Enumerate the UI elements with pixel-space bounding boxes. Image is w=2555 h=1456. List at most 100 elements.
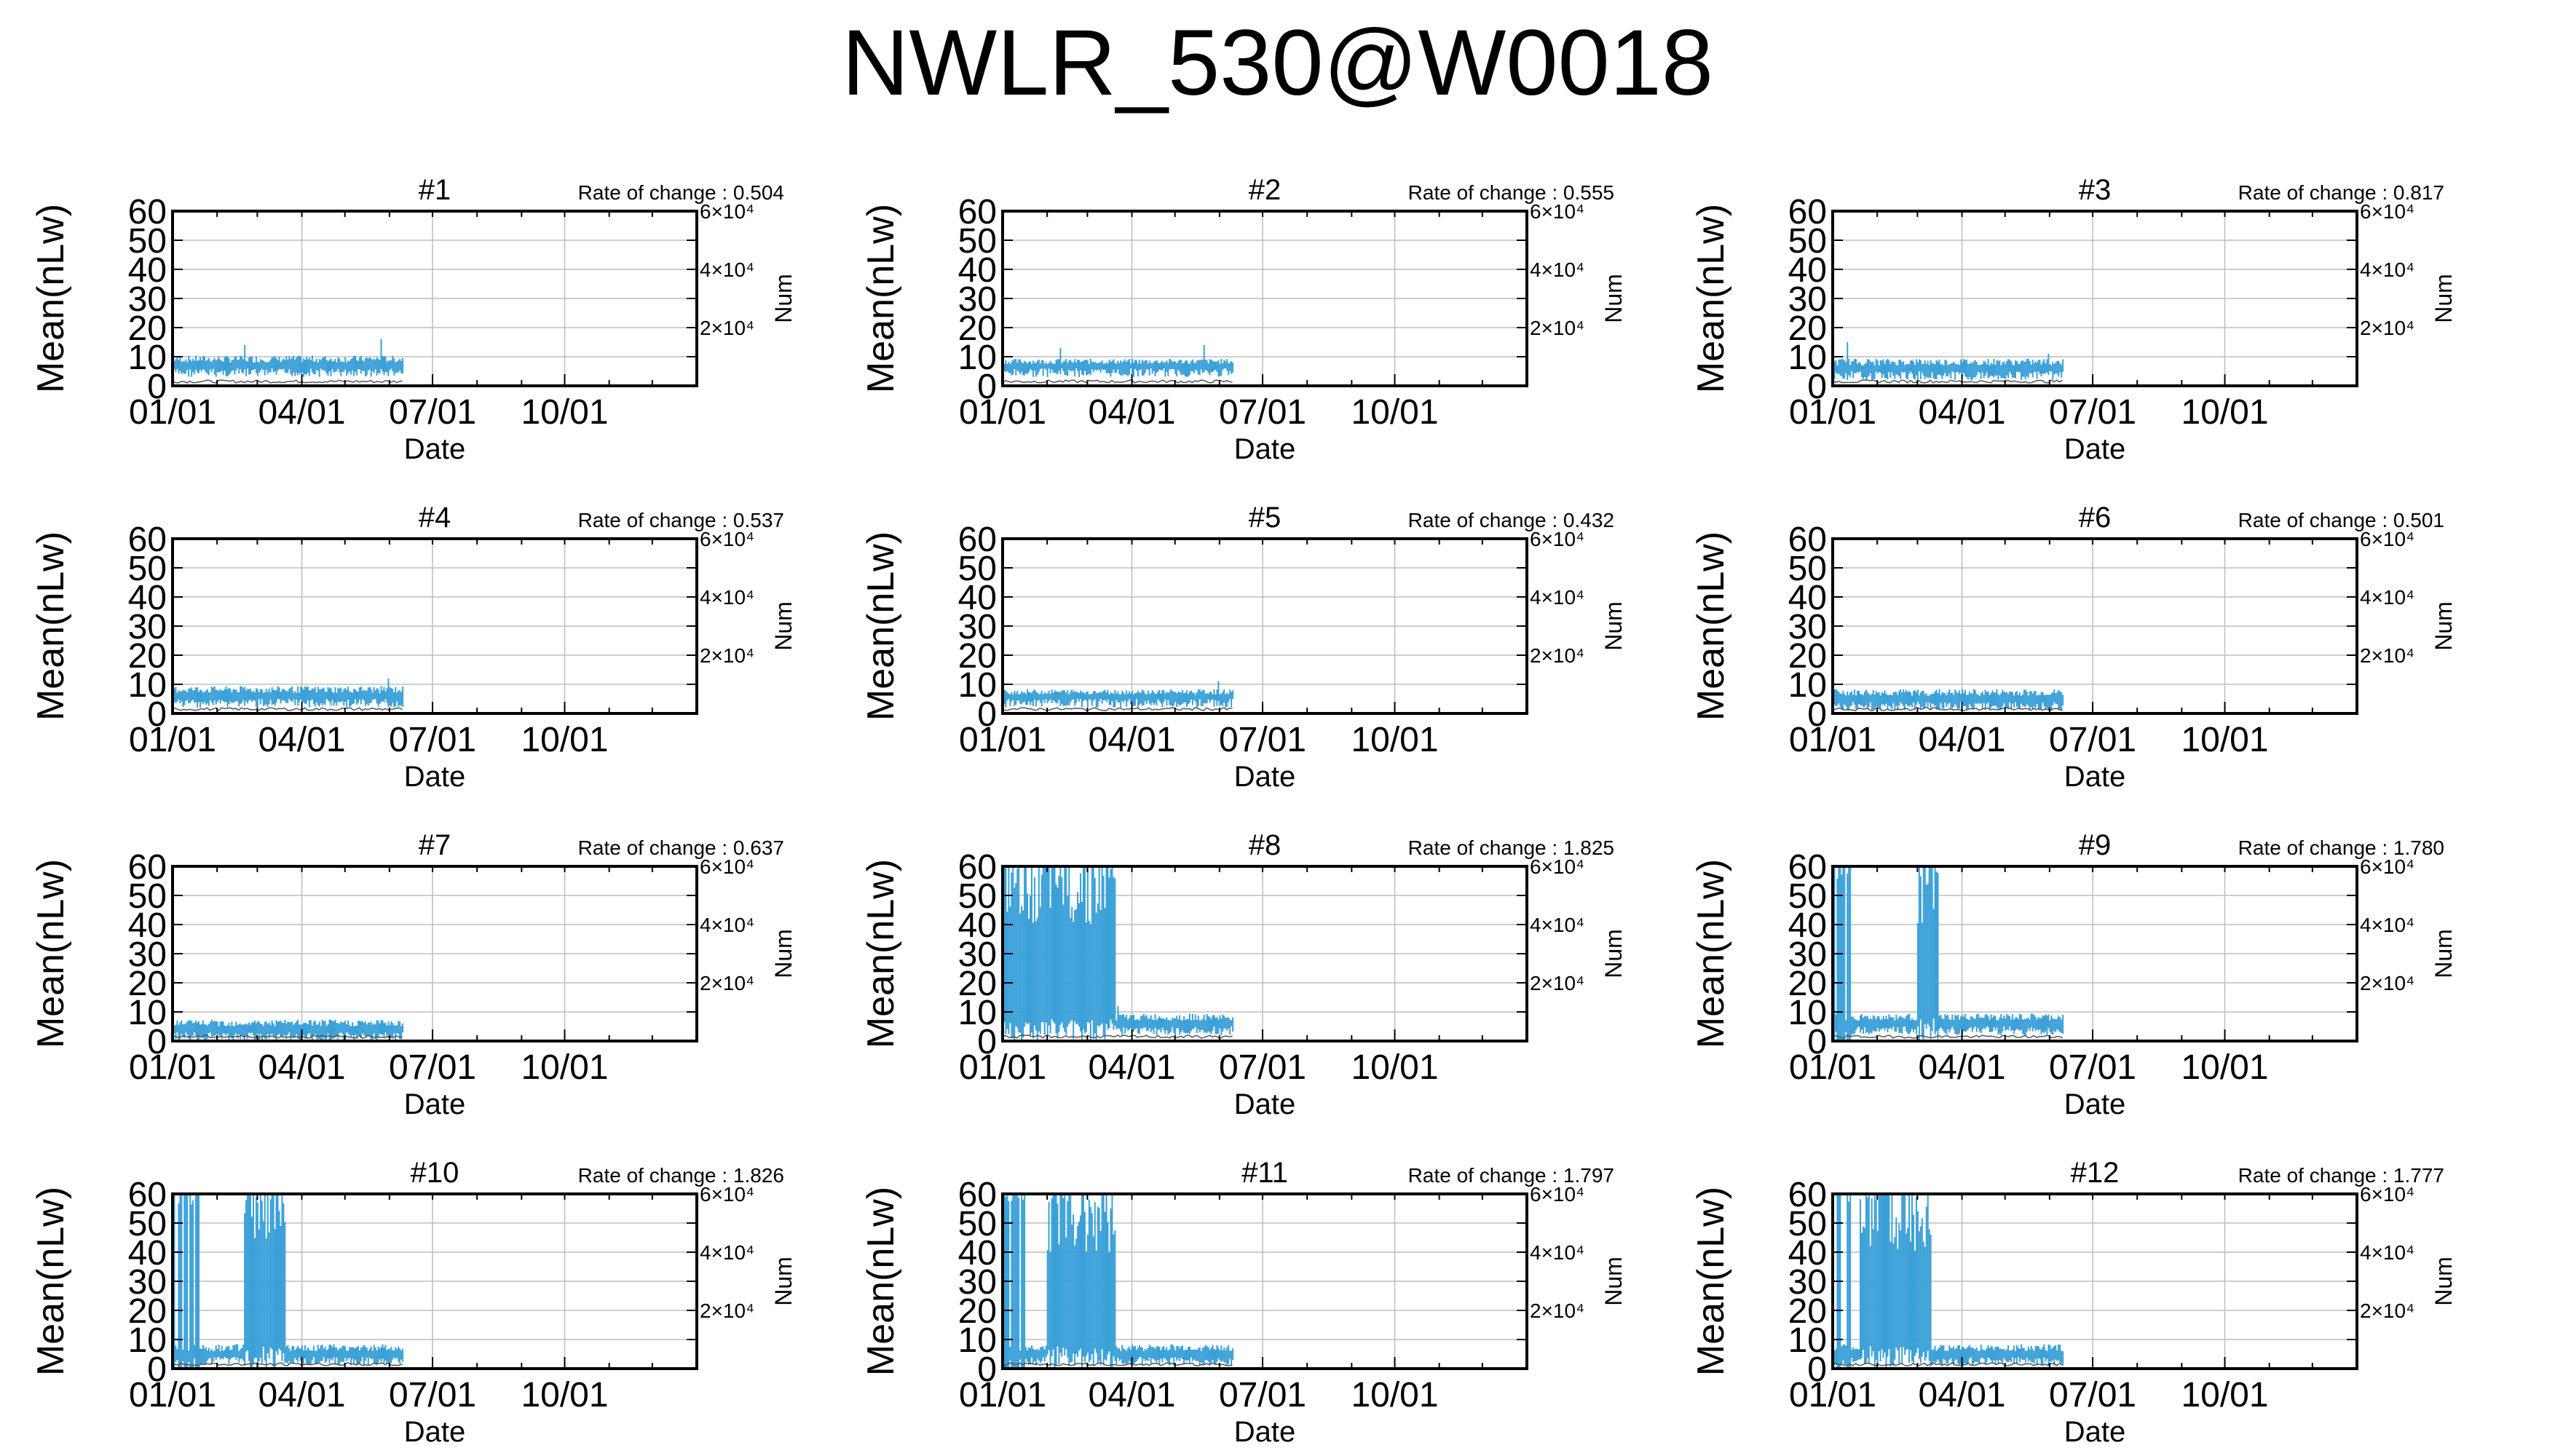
y-tick-label: 20 — [958, 309, 997, 348]
y-tick-label: 60 — [128, 1176, 167, 1214]
y-tick-label: 20 — [958, 1292, 997, 1331]
y-tick-label: 50 — [128, 877, 167, 916]
y-axis-label: Mean(nLw) — [860, 204, 902, 393]
y-tick-label: 0 — [977, 1023, 997, 1061]
y-tick-label: 0 — [1807, 695, 1827, 734]
y-tick-label: 10 — [958, 994, 997, 1032]
y-tick-label: 50 — [128, 550, 167, 588]
panel-title: #1 — [419, 174, 451, 206]
y2-tick-label: 4×10⁴ — [700, 258, 754, 281]
y2-axis-label: Num — [770, 274, 797, 323]
x-axis-label: Date — [1234, 761, 1296, 793]
y2-tick-label: 2×10⁴ — [2360, 317, 2414, 339]
y-tick-label: 60 — [128, 193, 167, 232]
y-tick-label: 20 — [1788, 637, 1827, 676]
rate-of-change-label: Rate of change : 0.432 — [1408, 509, 1614, 531]
y-tick-label: 10 — [958, 339, 997, 377]
y-tick-label: 40 — [1788, 906, 1827, 945]
y2-tick-label: 4×10⁴ — [2360, 1241, 2414, 1264]
x-tick-label: 01/01 — [959, 393, 1046, 432]
y2-axis-label: Num — [770, 929, 797, 978]
x-axis-label: Date — [2064, 433, 2126, 465]
y-tick-label: 30 — [958, 935, 997, 974]
num-series-line — [1002, 1034, 1233, 1039]
y2-axis-label: Num — [2430, 929, 2457, 978]
y-tick-label: 60 — [1788, 521, 1827, 559]
y2-tick-label: 2×10⁴ — [700, 317, 754, 339]
x-tick-label: 04/01 — [1918, 1376, 2005, 1415]
x-tick-label: 07/01 — [1219, 721, 1306, 759]
num-series-line — [172, 707, 403, 712]
y-tick-label: 40 — [1788, 579, 1827, 617]
y-tick-label: 20 — [958, 637, 997, 676]
x-tick-label: 10/01 — [2181, 721, 2268, 759]
y-tick-label: 10 — [1788, 666, 1827, 705]
x-tick-label: 10/01 — [2181, 1048, 2268, 1087]
y-tick-label: 50 — [1788, 1205, 1827, 1243]
y-tick-label: 60 — [1788, 1176, 1827, 1214]
y-tick-label: 50 — [128, 222, 167, 261]
num-series-line — [172, 1034, 403, 1039]
num-series-line — [1832, 1034, 2063, 1039]
y-tick-label: 40 — [958, 906, 997, 945]
y2-tick-label: 2×10⁴ — [1530, 644, 1584, 667]
x-tick-label: 10/01 — [1351, 1376, 1438, 1415]
x-tick-label: 01/01 — [1789, 393, 1876, 432]
rate-of-change-label: Rate of change : 0.537 — [578, 509, 784, 531]
y-tick-label: 30 — [1788, 1263, 1827, 1302]
y2-tick-label: 6×10⁴ — [2360, 200, 2414, 223]
y2-axis-label: Num — [770, 601, 797, 651]
y-tick-label: 0 — [147, 368, 167, 406]
y-axis-label: Mean(nLw) — [1690, 204, 1732, 393]
y-tick-label: 60 — [1788, 193, 1827, 232]
y2-axis-label: Num — [770, 1257, 797, 1306]
y-tick-label: 20 — [1788, 1292, 1827, 1331]
y-tick-label: 60 — [128, 521, 167, 559]
y-axis-label: Mean(nLw) — [860, 1187, 902, 1376]
y-tick-label: 20 — [128, 965, 167, 1003]
x-axis-label: Date — [2064, 1088, 2126, 1120]
x-tick-label: 01/01 — [129, 1048, 216, 1087]
y-tick-label: 20 — [128, 1292, 167, 1331]
y-tick-label: 30 — [128, 280, 167, 319]
y-axis-label: Mean(nLw) — [30, 531, 72, 721]
x-tick-label: 01/01 — [959, 721, 1046, 759]
x-tick-label: 01/01 — [959, 1376, 1046, 1415]
y2-tick-label: 2×10⁴ — [700, 1299, 754, 1322]
y2-tick-label: 4×10⁴ — [2360, 586, 2414, 609]
y-axis-label: Mean(nLw) — [1690, 1187, 1732, 1376]
y2-tick-label: 2×10⁴ — [2360, 1299, 2414, 1322]
y-tick-label: 40 — [128, 1234, 167, 1273]
panel-title: #9 — [2079, 829, 2112, 861]
num-series-line — [1002, 707, 1233, 711]
x-tick-label: 07/01 — [389, 1048, 476, 1087]
x-tick-label: 04/01 — [1088, 393, 1175, 432]
y-tick-label: 60 — [128, 848, 167, 887]
y-tick-label: 50 — [1788, 550, 1827, 588]
y-tick-label: 0 — [977, 695, 997, 734]
x-tick-label: 01/01 — [1789, 1376, 1876, 1415]
y-tick-label: 60 — [1788, 848, 1827, 887]
x-tick-label: 10/01 — [1351, 393, 1438, 432]
y-tick-label: 60 — [958, 521, 997, 559]
x-tick-label: 01/01 — [129, 1376, 216, 1415]
y-tick-label: 0 — [977, 368, 997, 406]
x-axis-label: Date — [404, 1416, 466, 1448]
num-series-line — [1002, 1362, 1233, 1366]
panel-title: #4 — [419, 502, 451, 534]
y-tick-label: 30 — [1788, 608, 1827, 646]
y2-tick-label: 4×10⁴ — [700, 914, 754, 936]
x-tick-label: 10/01 — [1351, 721, 1438, 759]
y-tick-label: 40 — [958, 1234, 997, 1273]
y-tick-label: 0 — [977, 1350, 997, 1389]
x-tick-label: 10/01 — [2181, 1376, 2268, 1415]
panel-title: #7 — [419, 829, 451, 861]
